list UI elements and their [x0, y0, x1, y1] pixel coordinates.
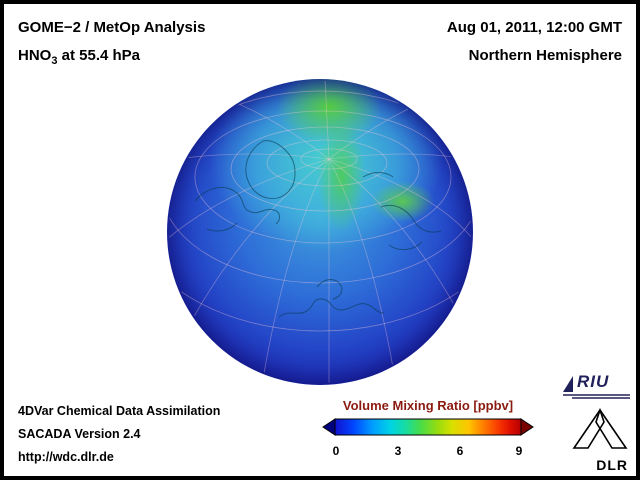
plot-meta-block: Aug 01, 2011, 12:00 GMT Northern Hemisph… [447, 14, 622, 70]
dlr-logo: DLR [570, 408, 628, 473]
colorbar-tick-3: 3 [394, 444, 402, 458]
colorbar: Volume Mixing Ratio [ppbv] [322, 398, 534, 460]
colorbar-tick-labels: 0 3 6 9 [322, 444, 534, 460]
colorbar-right-arrow [520, 418, 534, 436]
riu-logo-text: RIU [577, 372, 610, 391]
riu-logo-mark [563, 376, 630, 399]
colorbar-tick-0: 0 [332, 444, 340, 458]
credits-block: 4DVar Chemical Data Assimilation SACADA … [18, 400, 220, 469]
dlr-logo-text: DLR [596, 457, 628, 473]
hemisphere-label: Northern Hemisphere [468, 47, 622, 64]
colorbar-left-arrow [322, 418, 336, 436]
version-label: SACADA Version 2.4 [18, 427, 141, 441]
riu-logo: RIU [560, 372, 634, 402]
colorbar-tick-9: 9 [515, 444, 523, 458]
pressure-level: at 55.4 hPa [57, 47, 141, 64]
coastlines [194, 140, 442, 318]
plot-title-block: GOME−2 / MetOp Analysis HNO3 at 55.4 hPa [18, 14, 205, 75]
species-subscript: 3 [51, 55, 58, 67]
colorbar-body [334, 418, 522, 436]
graticule-coastlines-overlay [169, 81, 471, 383]
graticule-meridians [169, 81, 471, 383]
species-level-title: HNO3 at 55.4 hPa [18, 42, 205, 75]
graticule-parallels [169, 81, 471, 332]
species-name: HNO [18, 47, 52, 64]
colorbar-gradient [322, 418, 534, 436]
colorbar-tick-6: 6 [456, 444, 464, 458]
colorbar-title: Volume Mixing Ratio [ppbv] [342, 398, 514, 413]
hemisphere-globe [167, 79, 473, 385]
analysis-title: GOME−2 / MetOp Analysis [18, 19, 206, 36]
assimilation-label: 4DVar Chemical Data Assimilation [18, 404, 221, 418]
datetime-label: Aug 01, 2011, 12:00 GMT [446, 19, 622, 36]
dlr-logo-mark [572, 408, 628, 449]
website-label: http://wdc.dlr.de [18, 450, 114, 464]
